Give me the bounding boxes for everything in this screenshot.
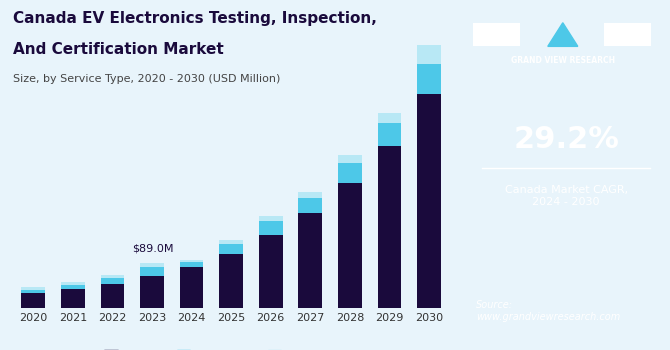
- Bar: [338, 163, 362, 183]
- Bar: [21, 287, 45, 289]
- Bar: [259, 221, 283, 235]
- Bar: [259, 216, 283, 221]
- Bar: [298, 213, 322, 308]
- Bar: [417, 46, 441, 64]
- Bar: [417, 64, 441, 94]
- Text: Source:
www.grandviewresearch.com: Source: www.grandviewresearch.com: [476, 300, 620, 322]
- Bar: [298, 198, 322, 213]
- Bar: [61, 285, 84, 289]
- Bar: [259, 235, 283, 308]
- Bar: [140, 275, 164, 308]
- Bar: [338, 183, 362, 308]
- Bar: [100, 284, 124, 308]
- Bar: [378, 146, 401, 308]
- Bar: [219, 244, 243, 254]
- Bar: [338, 155, 362, 163]
- Bar: [378, 113, 401, 123]
- Text: GRAND VIEW RESEARCH: GRAND VIEW RESEARCH: [511, 56, 615, 65]
- Bar: [21, 289, 45, 293]
- Bar: [61, 289, 84, 308]
- Text: And Certification Market: And Certification Market: [13, 42, 224, 57]
- Bar: [219, 254, 243, 308]
- Polygon shape: [548, 23, 578, 46]
- Bar: [180, 267, 204, 308]
- FancyBboxPatch shape: [604, 23, 651, 46]
- Bar: [219, 240, 243, 244]
- Bar: [180, 260, 204, 262]
- Text: Canada EV Electronics Testing, Inspection,: Canada EV Electronics Testing, Inspectio…: [13, 10, 377, 26]
- Bar: [298, 191, 322, 198]
- Bar: [140, 267, 164, 275]
- Text: Canada Market CAGR,
2024 - 2030: Canada Market CAGR, 2024 - 2030: [505, 185, 628, 207]
- Bar: [21, 293, 45, 308]
- Legend: Testing, Inspection, Certification: Testing, Inspection, Certification: [100, 346, 362, 350]
- Bar: [417, 94, 441, 308]
- Bar: [100, 275, 124, 278]
- FancyBboxPatch shape: [473, 23, 520, 46]
- Text: 29.2%: 29.2%: [513, 126, 619, 154]
- Bar: [140, 263, 164, 267]
- Text: $89.0M: $89.0M: [132, 243, 174, 253]
- Bar: [100, 278, 124, 284]
- Text: Size, by Service Type, 2020 - 2030 (USD Million): Size, by Service Type, 2020 - 2030 (USD …: [13, 74, 281, 84]
- Bar: [180, 262, 204, 267]
- Bar: [378, 123, 401, 146]
- Bar: [61, 282, 84, 285]
